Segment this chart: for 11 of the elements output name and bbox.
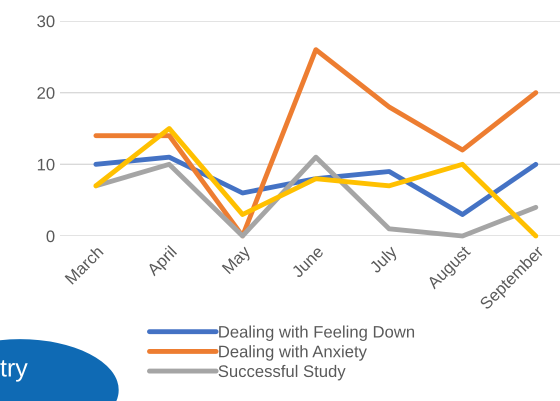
y-tick-label: 0 [46, 230, 54, 242]
line-series [93, 126, 538, 238]
x-tick-label: July [368, 244, 400, 276]
legend-label: Dealing with Anxiety [219, 345, 367, 361]
x-tick-label: May [222, 244, 254, 277]
text: try [0, 360, 28, 382]
y-tick-label: 30 [37, 15, 54, 28]
y-tick-label: 20 [37, 87, 54, 99]
legend-label: Dealing with Feeling Down [219, 325, 414, 341]
legend-label: Successful Study [218, 364, 346, 380]
y-tick-label: 10 [38, 158, 54, 171]
